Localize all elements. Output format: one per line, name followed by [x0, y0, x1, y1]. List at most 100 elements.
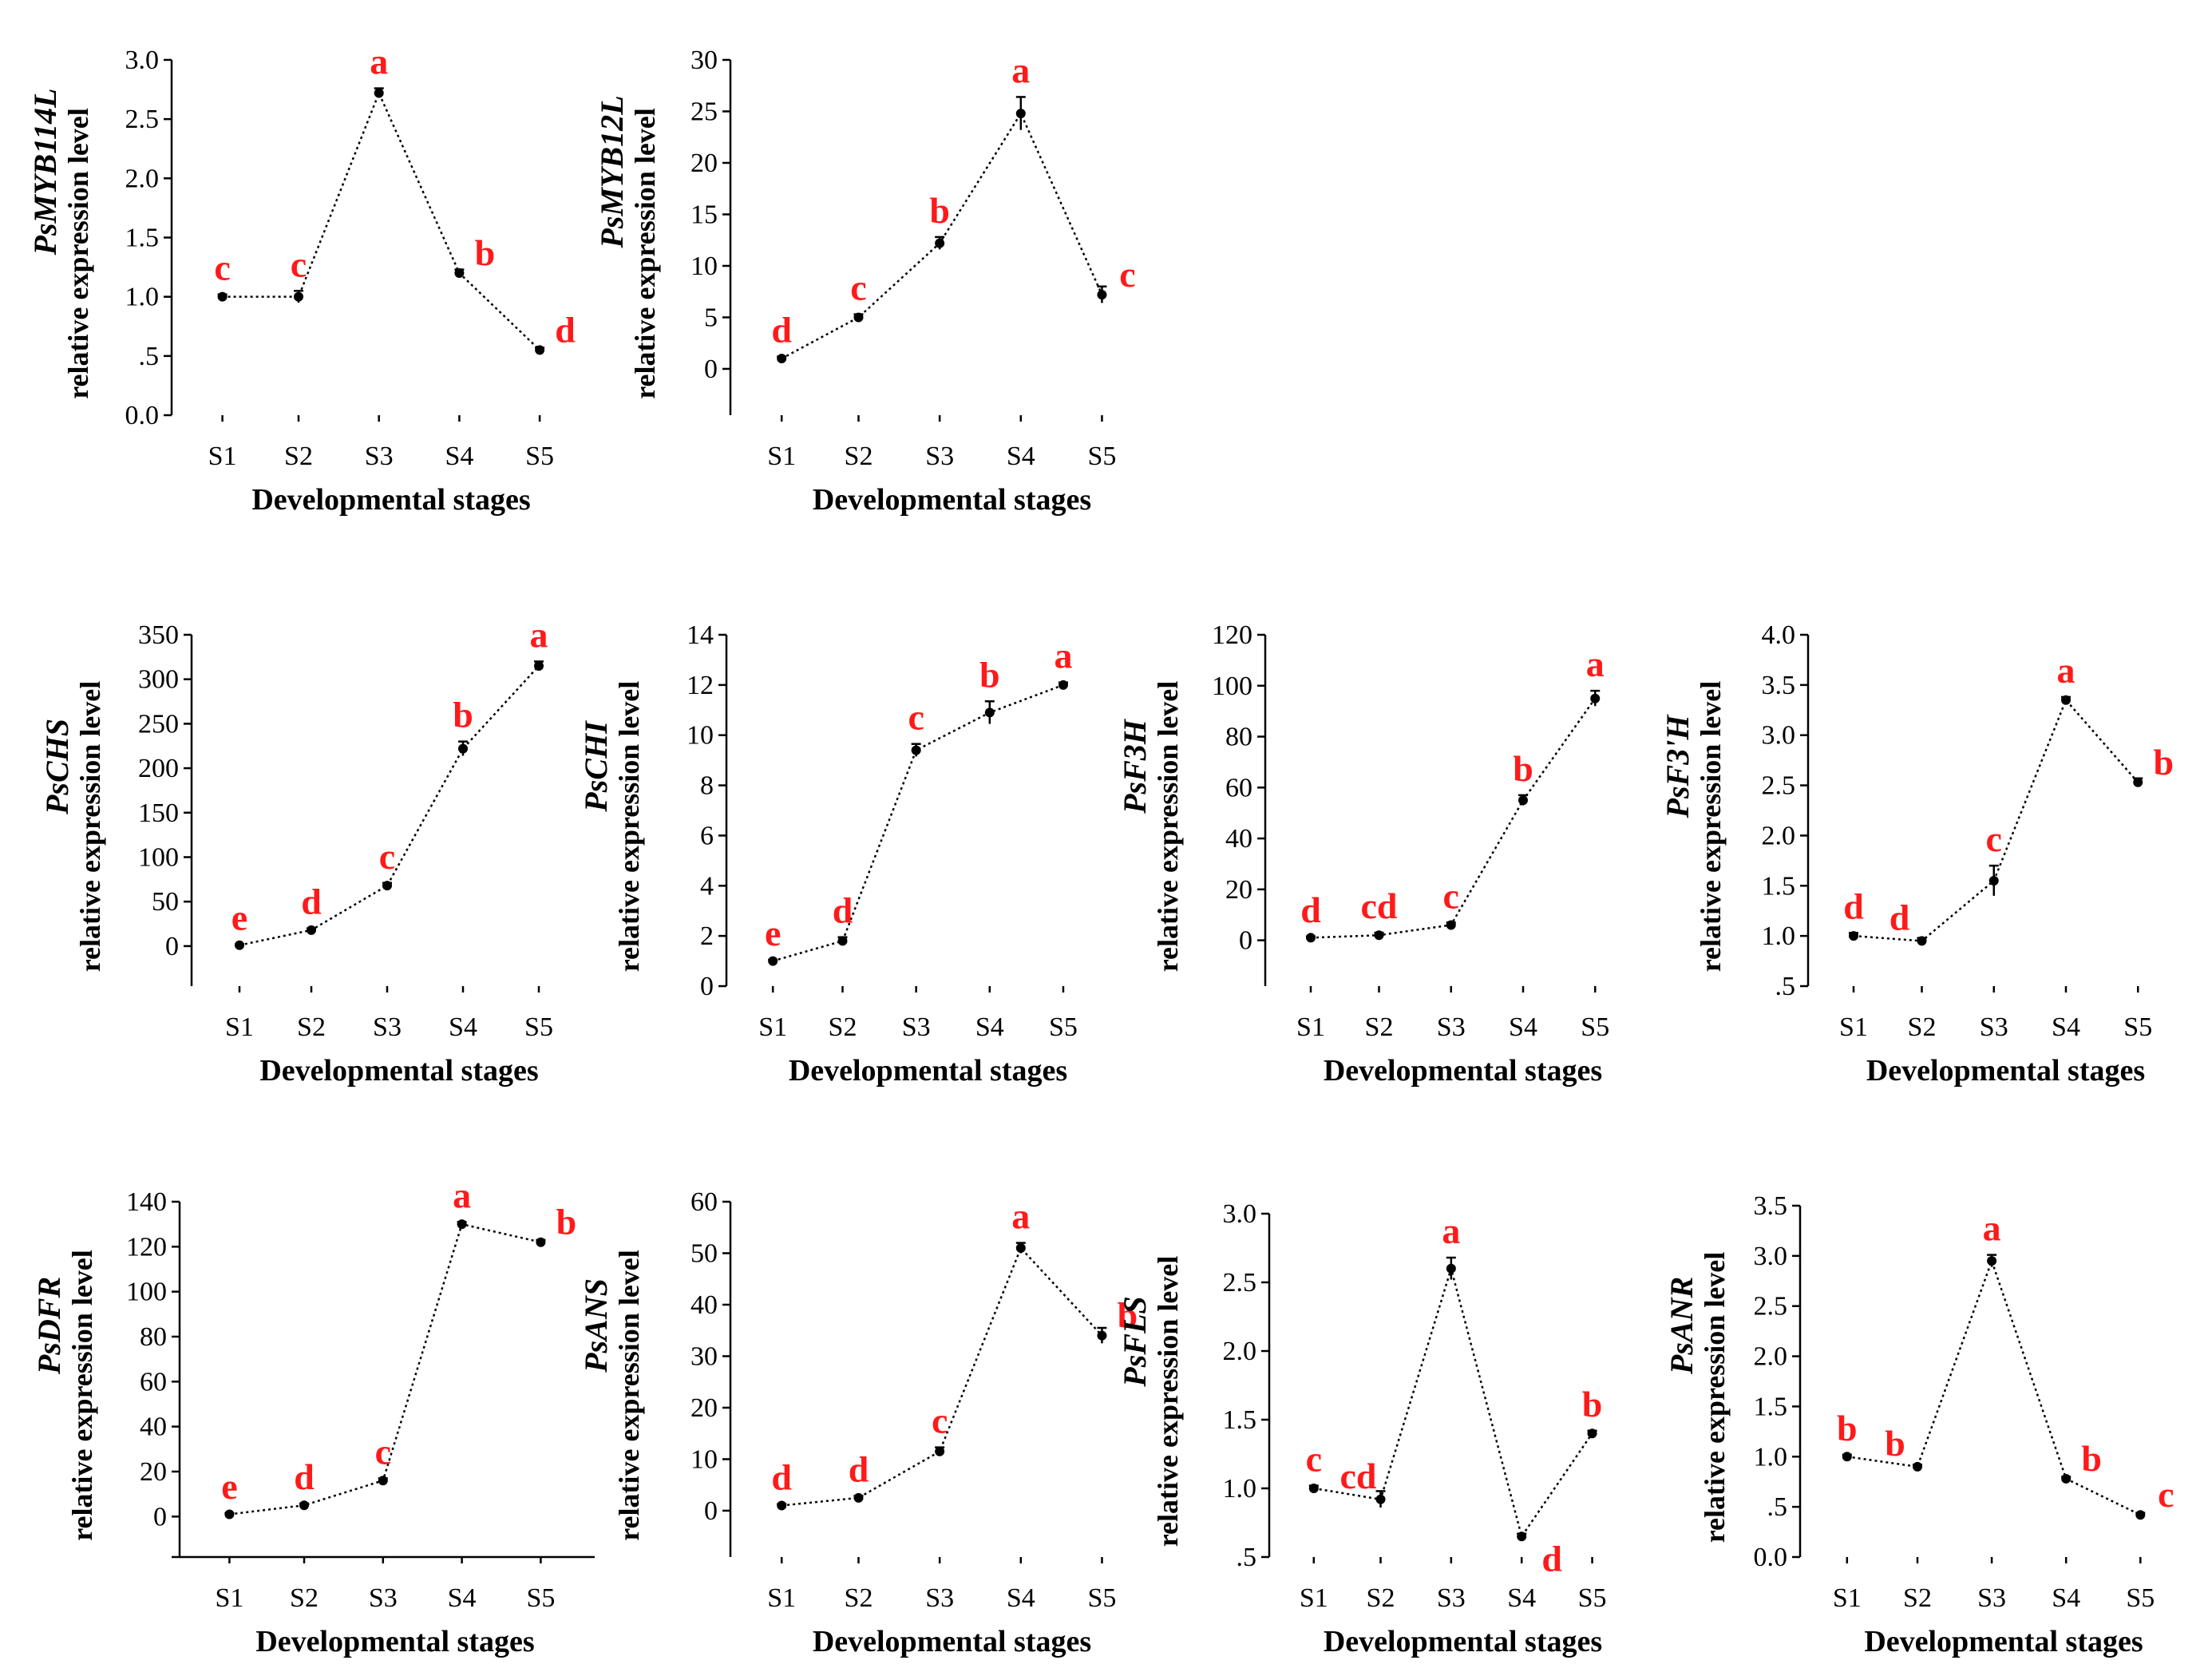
series-line — [782, 1246, 1103, 1507]
y-tick-label: 20 — [691, 1393, 718, 1423]
x-tick-label: S3 — [369, 1583, 398, 1613]
x-tick-label: S5 — [1049, 1012, 1078, 1042]
chart-panel-PsCHS: 0 50 100 150 200 250 300 350 S1 S2 S3 S4 S5 Developme… — [39, 614, 553, 1088]
x-axis-title: Developmental stages — [1324, 1625, 1602, 1658]
x-tick-label: S4 — [1507, 1583, 1536, 1613]
x-tick-label: S2 — [1365, 1012, 1394, 1042]
x-axis-title: Developmental stages — [251, 483, 530, 517]
data-point — [374, 88, 384, 98]
x-tick-label: S4 — [445, 442, 473, 471]
data-point — [217, 291, 228, 302]
significance-letter: b — [1885, 1423, 1905, 1464]
y-tick-label: 1.0 — [125, 283, 160, 312]
y-tick-label: 20 — [691, 149, 718, 178]
y-tick-label: 3.5 — [1762, 671, 1796, 700]
data-point — [1097, 1330, 1107, 1341]
data-point — [2061, 1473, 2072, 1484]
y-tick-label: 3.0 — [1762, 721, 1796, 751]
data-point — [1590, 693, 1601, 703]
y-tick-label: 0 — [700, 972, 714, 1001]
x-tick-label: S2 — [829, 1012, 857, 1042]
y-tick-label: 3.5 — [1754, 1191, 1788, 1221]
y-tick-label: 1.5 — [125, 224, 160, 253]
x-tick-label: S1 — [215, 1583, 243, 1613]
x-axis-title: Developmental stages — [1324, 1054, 1602, 1088]
y-tick-label: 14 — [687, 620, 714, 650]
significance-letter: c — [850, 267, 866, 308]
x-tick-label: S1 — [758, 1012, 787, 1042]
data-point — [299, 1500, 309, 1511]
series-line — [781, 111, 1103, 360]
data-point — [307, 925, 316, 935]
gene-name: PsANS — [578, 1278, 614, 1373]
y-tick-label: 10 — [687, 721, 714, 751]
y-tick-label: 0 — [704, 1496, 718, 1526]
y-tick-label: 50 — [152, 887, 179, 917]
data-point — [224, 1509, 235, 1519]
y-tick-label: 8 — [700, 771, 714, 801]
y-tick-label: 12 — [687, 671, 714, 700]
y-axis-title: relative expression level — [74, 681, 106, 973]
y-axis-title: relative expression level — [613, 1250, 645, 1541]
significance-letter: c — [2158, 1474, 2174, 1515]
x-tick-label: S2 — [290, 1583, 319, 1613]
x-tick-label: S2 — [297, 1012, 326, 1042]
y-tick-label: 10 — [691, 252, 718, 281]
y-tick-label: 300 — [138, 665, 179, 695]
data-point — [1842, 1452, 1852, 1462]
x-axis-title: Developmental stages — [255, 1625, 534, 1658]
series-line — [1313, 1265, 1593, 1539]
y-tick-label: 5 — [704, 303, 718, 332]
y-tick-label: 2.0 — [1754, 1342, 1788, 1372]
significance-letter: c — [379, 836, 395, 877]
data-point — [2135, 1510, 2146, 1520]
y-tick-label: 80 — [1225, 723, 1252, 752]
significance-letter: a — [2057, 650, 2075, 691]
x-tick-label: S2 — [845, 1583, 873, 1613]
data-point — [534, 660, 544, 671]
x-tick-label: S4 — [2052, 1583, 2080, 1613]
significance-letter: d — [833, 890, 853, 931]
y-tick-label: 140 — [126, 1187, 167, 1217]
x-tick-label: S2 — [1903, 1583, 1932, 1613]
significance-letter: a — [1586, 644, 1605, 684]
gene-name: PsF3H — [1117, 718, 1153, 814]
significance-letter: cd — [1361, 886, 1398, 926]
data-point — [454, 268, 465, 278]
significance-letter: c — [1119, 254, 1135, 295]
significance-letter: b — [453, 695, 473, 735]
x-tick-label: S4 — [1509, 1012, 1537, 1042]
y-tick-label: 2.5 — [1223, 1268, 1257, 1298]
x-tick-label: S3 — [1980, 1012, 2008, 1042]
data-point — [1446, 920, 1456, 930]
y-axis-title: relative expression level — [1152, 1256, 1184, 1547]
data-point — [2133, 777, 2143, 787]
significance-letter: b — [2081, 1438, 2102, 1479]
significance-letter: cd — [1340, 1456, 1377, 1496]
y-tick-label: 100 — [138, 842, 179, 872]
series-line — [222, 90, 540, 351]
data-point — [1097, 290, 1107, 300]
data-point — [458, 743, 468, 754]
significance-letter: d — [1843, 886, 1864, 926]
data-point — [1306, 933, 1316, 943]
x-tick-label: S3 — [902, 1012, 931, 1042]
y-tick-label: 2.5 — [1762, 771, 1796, 801]
data-point — [535, 345, 545, 355]
x-tick-label: S3 — [925, 1583, 954, 1613]
y-tick-label: 0 — [704, 355, 718, 384]
significance-letter: c — [291, 244, 307, 284]
significance-letter: b — [2153, 742, 2174, 783]
gene-name: PsMYB114L — [27, 89, 63, 256]
y-tick-label: 250 — [138, 709, 179, 739]
x-tick-label: S5 — [1581, 1012, 1609, 1042]
data-point — [1988, 876, 1999, 886]
data-point — [777, 1500, 787, 1511]
significance-letter: a — [530, 614, 548, 655]
y-tick-label: 20 — [1225, 875, 1252, 905]
y-axis-title: relative expression level — [66, 1250, 98, 1541]
y-tick-label: 20 — [140, 1457, 167, 1487]
y-tick-label: 350 — [138, 620, 179, 650]
x-tick-label: S5 — [525, 442, 554, 471]
